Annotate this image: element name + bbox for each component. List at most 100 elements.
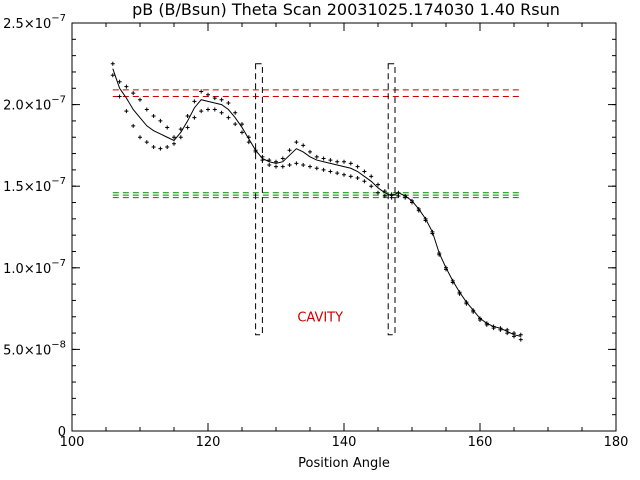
data-point (117, 79, 122, 84)
cavity-boundary-1 (387, 63, 396, 336)
data-point (233, 110, 238, 115)
data-point (294, 140, 299, 145)
data-point (165, 125, 170, 130)
data-point (369, 174, 374, 179)
y-tick-label: 2.0×10−7 (3, 95, 66, 114)
y-tick-label: 5.0×10−8 (3, 339, 66, 358)
x-axis-ticks: 100 120 140 160 180 (60, 23, 629, 450)
data-point (192, 99, 197, 104)
data-point (287, 162, 292, 167)
data-point (328, 158, 333, 163)
data-point (294, 161, 299, 166)
x-axis-title: Position Angle (298, 456, 390, 471)
data-point (348, 174, 353, 179)
cavity-annotation: CAVITY (297, 311, 343, 326)
data-point (335, 171, 340, 176)
data-point (110, 61, 115, 66)
data-point (144, 107, 149, 112)
data-point (362, 179, 367, 184)
data-point (280, 164, 285, 169)
data-point (314, 166, 319, 171)
data-point (348, 161, 353, 166)
data-point (185, 114, 190, 119)
data-point (192, 115, 197, 120)
x-tick-label: 120 (196, 435, 221, 450)
data-point (124, 84, 129, 89)
data-point (382, 193, 387, 198)
data-point (226, 115, 231, 120)
data-point (138, 97, 142, 102)
y-tick-label: 2.5×10−7 (3, 13, 66, 32)
data-point (376, 182, 380, 187)
data-point (314, 154, 319, 159)
data-point (158, 118, 163, 123)
data-point (178, 135, 183, 140)
data-point (342, 172, 346, 177)
data-point (518, 337, 523, 342)
data-point (124, 109, 129, 114)
data-point (308, 149, 312, 154)
data-point (158, 146, 163, 151)
data-point (151, 114, 156, 119)
data-point (240, 130, 244, 135)
data-point (206, 107, 210, 112)
y-tick-label: 1.0×10−7 (3, 258, 66, 277)
data-point (301, 162, 306, 167)
data-series (110, 61, 523, 342)
data-point (287, 148, 292, 153)
data-point (117, 94, 122, 99)
y-tick-label: 0 (58, 425, 66, 440)
plot-frame (71, 22, 617, 432)
data-point (165, 145, 170, 150)
data-point (212, 107, 217, 112)
data-point (267, 162, 272, 167)
data-point (246, 140, 251, 145)
x-tick-label: 160 (468, 435, 493, 450)
y-tick-label: 1.5×10−7 (3, 176, 66, 195)
cavity-boundaries (255, 63, 396, 336)
data-point (308, 164, 312, 169)
data-point (178, 127, 183, 132)
x-tick-label: 140 (332, 435, 357, 450)
annotations: CAVITY (297, 311, 343, 326)
x-tick-label: 180 (604, 435, 629, 450)
data-point (185, 125, 190, 130)
series-line-2 (112, 68, 521, 337)
data-point (226, 100, 231, 105)
data-point (212, 96, 217, 101)
data-point (233, 122, 238, 127)
data-point (131, 123, 136, 128)
y-axis-ticks: 0 5.0×10−8 1.0×10−7 1.5×10−7 2.0×10−7 2.5×10−… (3, 13, 616, 440)
data-point (355, 176, 360, 181)
data-point (369, 184, 374, 189)
data-point (240, 122, 244, 127)
data-point (376, 190, 380, 195)
data-point (219, 110, 224, 115)
data-point (342, 159, 346, 164)
data-point (144, 140, 149, 145)
data-point (199, 89, 204, 94)
data-point (355, 164, 360, 169)
data-point (110, 73, 115, 78)
data-point (321, 167, 326, 172)
data-point (396, 193, 401, 198)
data-point (172, 141, 176, 146)
data-point (172, 135, 176, 140)
data-point (131, 91, 136, 96)
data-point (301, 143, 306, 148)
data-point (274, 164, 278, 169)
cavity-boundary-0 (255, 63, 263, 336)
chart-title: pB (B/Bsun) Theta Scan 20031025.174030 1… (132, 0, 560, 19)
data-point (151, 145, 156, 150)
x-tick-label: 100 (60, 435, 85, 450)
data-point (362, 169, 367, 174)
data-point (219, 97, 224, 102)
reference-lines (112, 89, 521, 199)
data-point (206, 92, 210, 97)
data-point (328, 169, 333, 174)
data-point (138, 135, 142, 140)
data-point (335, 159, 340, 164)
data-point (321, 156, 326, 161)
data-point (199, 109, 204, 114)
